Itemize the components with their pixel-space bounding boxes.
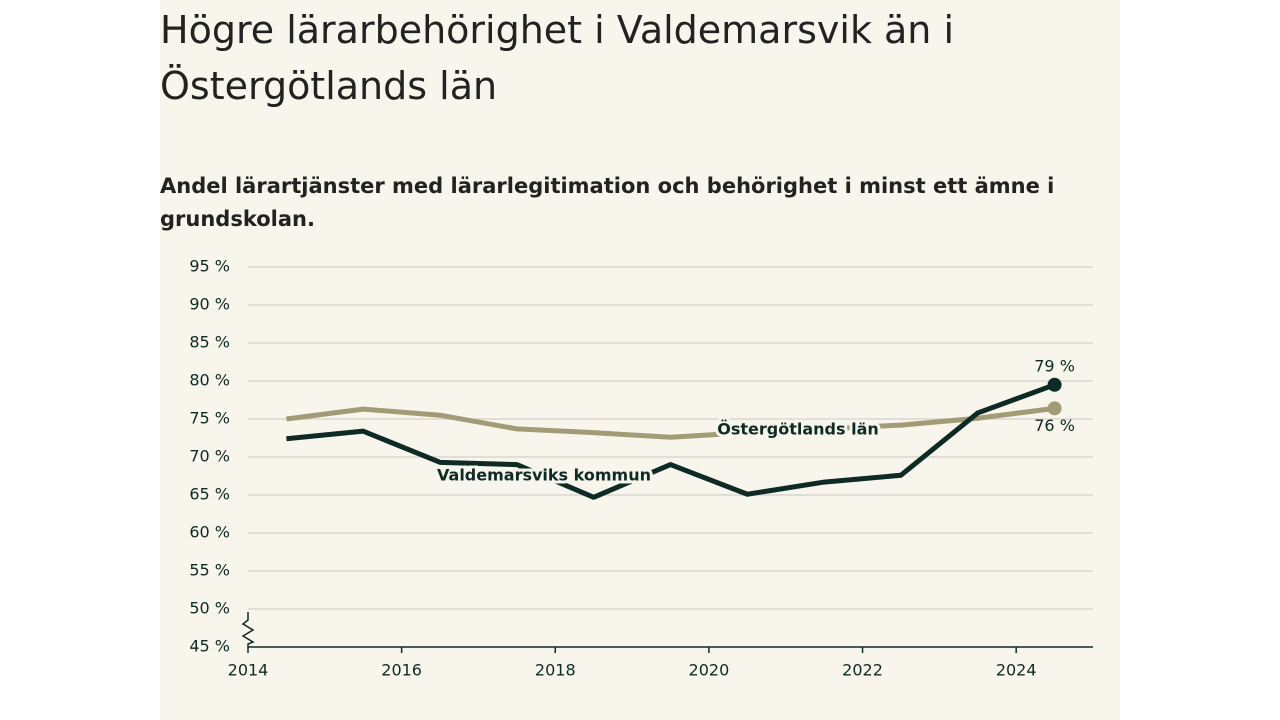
series-label-halo: Östergötlands län: [717, 420, 879, 439]
x-tick-label: 2020: [689, 661, 730, 680]
y-tick-label: 95 %: [189, 257, 230, 276]
y-tick-label: 75 %: [189, 409, 230, 428]
series-label: Valdemarsviks kommun: [437, 466, 651, 485]
x-tick-label: 2024: [996, 661, 1037, 680]
y-tick-label: 80 %: [189, 371, 230, 390]
series-line: [286, 382, 1056, 500]
series-line: [286, 405, 1055, 440]
x-tick-label: 2014: [228, 661, 269, 680]
y-tick-label: 65 %: [189, 485, 230, 504]
y-tick-label: 50 %: [189, 599, 230, 618]
y-tick-label: 85 %: [189, 333, 230, 352]
y-tick-label: 90 %: [189, 295, 230, 314]
chart-panel: Högre lärarbehörighet i Valdemarsvik än …: [160, 0, 1120, 720]
y-tick-label: 45 %: [189, 637, 230, 656]
y-tick-label: 70 %: [189, 447, 230, 466]
y-tick-label: 60 %: [189, 523, 230, 542]
series-label-halo: Valdemarsviks kommun: [437, 466, 651, 485]
x-tick-label: 2018: [535, 661, 576, 680]
x-tick-label: 2016: [381, 661, 422, 680]
axis-break: [241, 612, 255, 647]
x-tick-label: 2022: [842, 661, 883, 680]
value-label: 76 %: [1034, 416, 1075, 435]
series-label: Östergötlands län: [717, 420, 879, 439]
chart-subtitle: Andel lärartjänster med lärarlegitimatio…: [160, 174, 1055, 231]
chart-title: Högre lärarbehörighet i Valdemarsvik än …: [160, 8, 955, 108]
end-dot: [1047, 401, 1062, 416]
value-label: 79 %: [1034, 356, 1075, 375]
end-dot: [1047, 377, 1062, 392]
y-tick-label: 55 %: [189, 561, 230, 580]
